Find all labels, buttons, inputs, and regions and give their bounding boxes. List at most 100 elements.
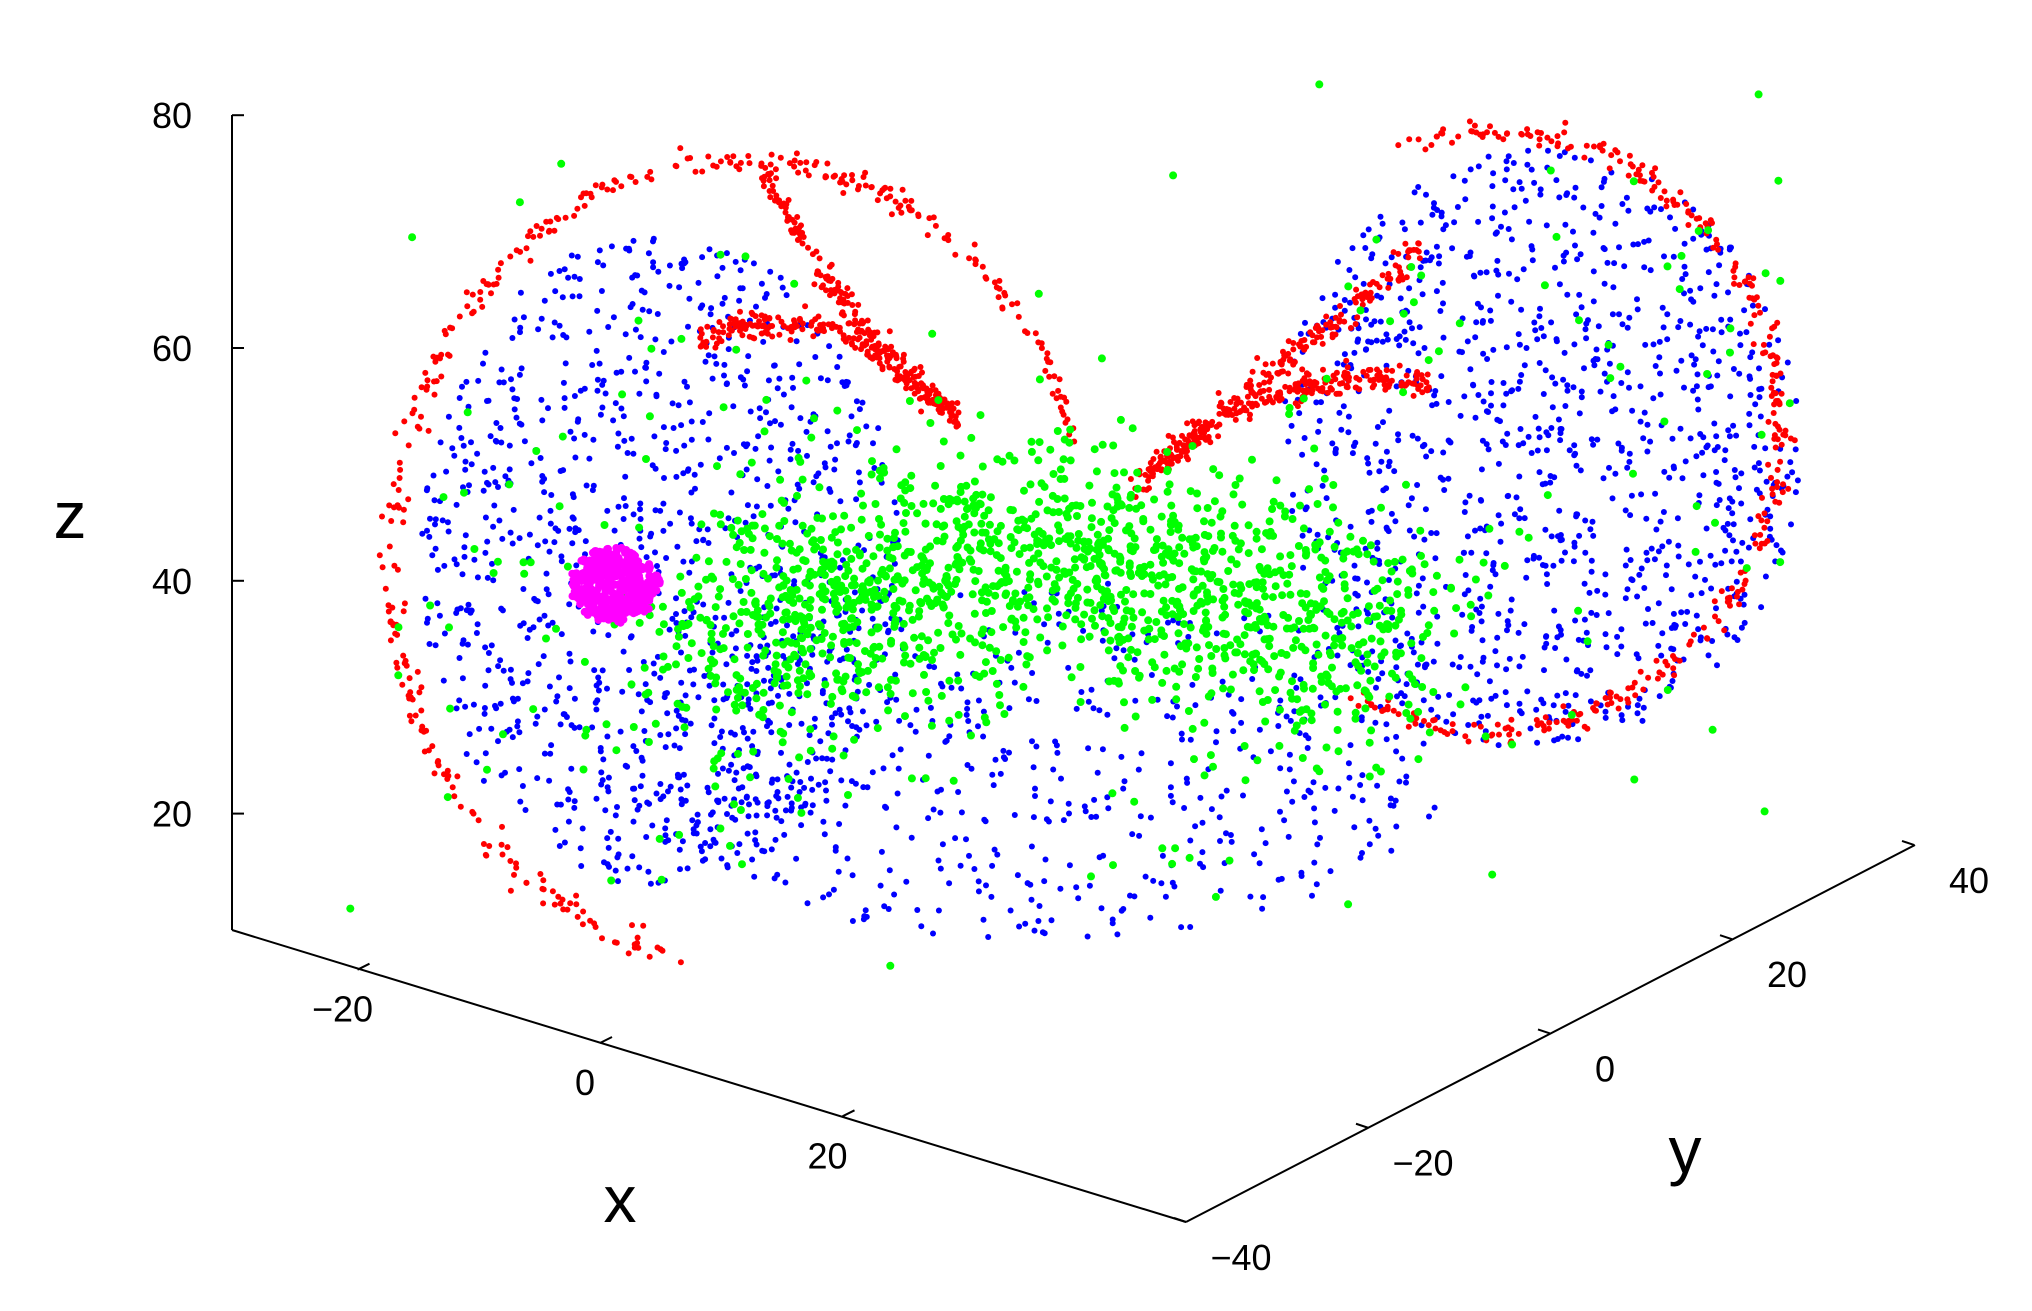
- blue-point: [738, 799, 745, 806]
- green-point: [1192, 643, 1201, 652]
- blue-point: [1383, 362, 1390, 369]
- red-point: [414, 668, 421, 675]
- red-point: [1311, 339, 1318, 346]
- blue-point: [1590, 441, 1597, 448]
- blue-point: [690, 681, 697, 688]
- red-point: [592, 182, 599, 189]
- blue-point: [1433, 530, 1440, 537]
- red-point: [1745, 274, 1752, 281]
- blue-point: [639, 306, 646, 313]
- blue-point: [1713, 469, 1720, 475]
- blue-point: [496, 517, 503, 524]
- blue-point: [1033, 698, 1040, 704]
- green-point: [1060, 435, 1069, 444]
- green-point: [1233, 635, 1242, 644]
- blue-point: [1136, 832, 1143, 839]
- blue-point: [1562, 403, 1569, 409]
- green-point: [1035, 375, 1044, 384]
- blue-point: [1527, 725, 1534, 732]
- blue-point: [1655, 600, 1662, 607]
- red-point: [405, 496, 412, 503]
- green-point: [1231, 481, 1240, 489]
- blue-point: [517, 324, 524, 331]
- blue-point: [519, 783, 526, 789]
- red-point: [1046, 373, 1053, 380]
- blue-point: [1675, 542, 1682, 549]
- blue-point: [820, 818, 827, 825]
- blue-point: [673, 473, 680, 480]
- blue-point: [630, 511, 637, 518]
- red-point: [798, 222, 804, 229]
- red-point: [1636, 172, 1643, 179]
- green-point: [852, 639, 861, 648]
- blue-point: [1341, 297, 1348, 303]
- blue-point: [754, 476, 761, 483]
- blue-point: [490, 523, 497, 530]
- blue-point: [1714, 662, 1720, 669]
- blue-point: [1612, 406, 1619, 413]
- red-point: [493, 280, 500, 287]
- blue-point: [497, 657, 504, 664]
- blue-point: [1629, 407, 1636, 414]
- blue-point: [1548, 533, 1555, 540]
- red-point: [1775, 397, 1781, 404]
- red-point: [1249, 368, 1256, 375]
- blue-point: [938, 680, 944, 687]
- blue-point: [1317, 834, 1323, 841]
- blue-point: [432, 545, 439, 552]
- red-point: [1353, 286, 1360, 293]
- green-point: [1082, 563, 1091, 572]
- blue-point: [1468, 549, 1475, 556]
- blue-point: [652, 549, 658, 556]
- blue-point: [1531, 179, 1538, 186]
- red-point: [791, 163, 798, 170]
- green-point: [885, 564, 894, 573]
- blue-point: [1366, 817, 1373, 824]
- blue-point: [678, 649, 684, 656]
- red-point: [1741, 278, 1748, 285]
- blue-point: [500, 667, 507, 674]
- green-point: [749, 747, 758, 756]
- red-point: [886, 328, 893, 335]
- green-point: [949, 776, 958, 785]
- red-point: [618, 183, 625, 190]
- blue-point: [1612, 470, 1619, 477]
- blue-point: [558, 558, 565, 565]
- blue-point: [1670, 610, 1677, 617]
- blue-point: [705, 789, 712, 796]
- red-point: [418, 684, 425, 691]
- blue-point: [1409, 432, 1416, 439]
- blue-point: [648, 530, 655, 537]
- blue-point: [1028, 896, 1035, 903]
- blue-point: [1726, 532, 1733, 539]
- blue-point: [1387, 795, 1394, 802]
- blue-point: [1693, 383, 1700, 390]
- blue-point: [556, 268, 563, 274]
- green-point: [1313, 500, 1322, 508]
- blue-point: [1318, 399, 1324, 406]
- blue-point: [1514, 276, 1521, 283]
- blue-point: [766, 457, 773, 464]
- blue-point: [1352, 439, 1359, 446]
- red-point: [588, 194, 595, 201]
- green-point: [635, 523, 644, 532]
- red-point: [1395, 142, 1402, 149]
- blue-point: [1590, 532, 1597, 539]
- blue-point: [1472, 334, 1479, 341]
- blue-point: [1677, 425, 1684, 432]
- green-point: [1169, 556, 1178, 565]
- blue-point: [640, 659, 647, 665]
- red-point: [1194, 420, 1201, 427]
- red-point: [899, 186, 906, 193]
- red-point: [389, 604, 396, 611]
- green-point: [1279, 611, 1288, 619]
- red-point: [1056, 376, 1063, 383]
- green-point: [733, 516, 742, 525]
- red-point: [1757, 309, 1763, 316]
- blue-point: [1506, 655, 1513, 662]
- red-point: [527, 257, 534, 264]
- red-point: [1625, 685, 1632, 692]
- green-point: [1062, 611, 1071, 620]
- blue-point: [787, 446, 794, 453]
